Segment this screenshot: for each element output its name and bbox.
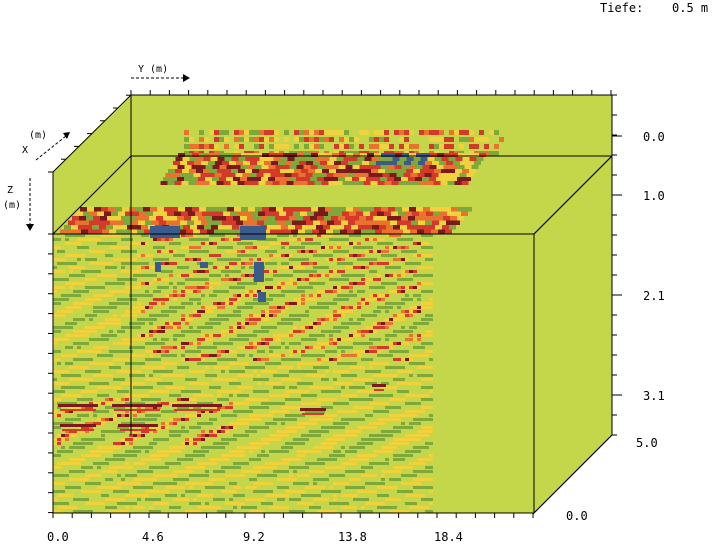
volume-edges — [52, 94, 613, 514]
z-arrow-head-icon — [26, 224, 34, 231]
axis-ticks — [48, 90, 622, 518]
y-arrow-head-icon — [183, 74, 190, 82]
z-tick-label: 3.1 — [643, 389, 665, 403]
y-axis-label: Y (m) — [138, 64, 168, 75]
front-radargram-section — [53, 226, 433, 513]
y-tick-label: 13.8 — [338, 530, 367, 544]
x-axis-arrow — [35, 135, 67, 161]
z-axis-label: Z — [7, 185, 13, 196]
z-tick-label: 2.1 — [643, 289, 665, 303]
depth-label: Tiefe: — [600, 1, 643, 15]
x-tick-label: 5.0 — [636, 436, 658, 450]
y-tick-label: 9.2 — [243, 530, 265, 544]
x-axis-unit: (m) — [29, 130, 47, 141]
depth-slice-1-0 — [160, 153, 486, 185]
y-tick-label: 18.4 — [434, 530, 463, 544]
x-tick-label: 0.0 — [566, 509, 588, 523]
depth-value: 0.5 m — [672, 1, 708, 15]
x-axis-label: X — [22, 145, 28, 156]
y-tick-label: 4.6 — [142, 530, 164, 544]
x-arrow-head-icon — [63, 132, 70, 139]
depth-slice-near — [60, 207, 472, 234]
z-axis-unit: (m) — [3, 200, 21, 211]
z-tick-label: 1.0 — [643, 189, 665, 203]
z-tick-label: 0.0 — [643, 130, 665, 144]
y-tick-label: 0.0 — [47, 530, 69, 544]
